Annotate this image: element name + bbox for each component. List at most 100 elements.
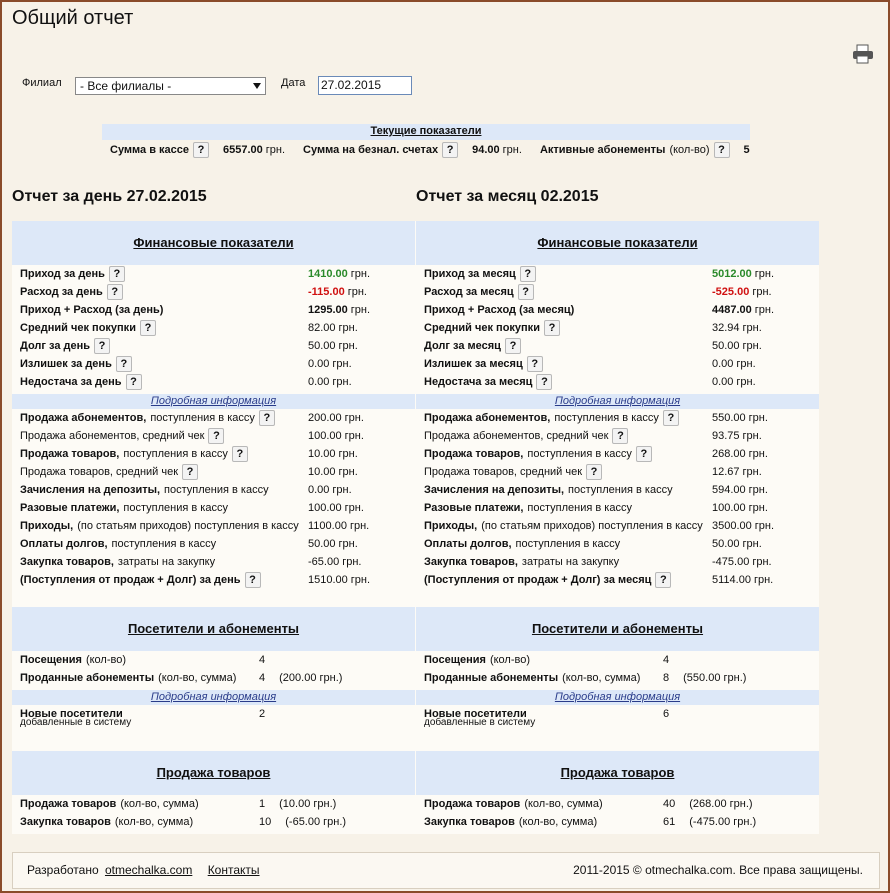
help-button[interactable]: ? [635, 446, 652, 463]
help-button[interactable]: ? [258, 410, 275, 427]
footer-site-link[interactable]: otmechalka.com [104, 863, 193, 877]
report-row: (Поступления от продаж + Долг) за день? 1… [20, 572, 415, 589]
value-number: 550.00 [712, 412, 746, 424]
help-button[interactable]: ? [543, 320, 560, 337]
row-value: 1410.00 грн. [308, 266, 370, 282]
help-button[interactable]: ? [231, 446, 248, 463]
footer-copyright: 2011-2015 © otmechalka.com. Все права за… [573, 863, 863, 877]
help-button[interactable]: ? [662, 410, 679, 427]
row-label: Закупка товаров, [20, 556, 114, 568]
value-number: 61 [663, 816, 676, 828]
value-extra: (10.00 грн.) [279, 798, 337, 810]
report-row: Посещения (кол-во) 4 [20, 652, 415, 668]
current-row: Сумма в кассе? 6557.00 грн. Сумма на безнал… [110, 142, 768, 159]
row-value: 268.00 грн. [712, 446, 768, 462]
footer-contacts[interactable]: Контакты [207, 863, 260, 877]
section-band [416, 221, 819, 265]
row-value: 550.00 грн. [712, 410, 768, 426]
detail-link[interactable]: Подробная информация [150, 691, 277, 703]
value-number: 2 [259, 708, 266, 720]
report-row: Долг за день? 50.00 грн. [20, 338, 415, 355]
value-number: 5012.00 [712, 268, 752, 280]
row-value: 4 (200.00 грн.) [259, 670, 342, 686]
value-unit: грн. [752, 286, 772, 298]
row-label: Закупка товаров [20, 816, 111, 828]
value-unit: грн. [748, 484, 768, 496]
help-button[interactable]: ? [244, 572, 261, 589]
help-button[interactable]: ? [536, 374, 553, 391]
row-value: 594.00 грн. [712, 482, 768, 498]
row-note: поступления в кассу [568, 484, 673, 496]
value-number: 268.00 [712, 448, 746, 460]
row-label: Зачисления на депозиты, [20, 484, 161, 496]
help-button[interactable]: ? [108, 266, 125, 283]
branch-select[interactable]: - Все филиалы - [75, 77, 266, 95]
row-label: Закупка товаров [424, 816, 515, 828]
value-unit: грн. [742, 538, 762, 550]
date-input[interactable]: 27.02.2015 [318, 76, 412, 95]
row-label: Зачисления на депозиты, [424, 484, 565, 496]
help-button[interactable]: ? [655, 572, 672, 589]
row-value: 10 (-65.00 грн.) [259, 814, 346, 830]
report-row: Продажа абонементов, поступления в кассу?… [424, 410, 819, 427]
help-button[interactable]: ? [94, 338, 111, 355]
help-button[interactable]: ? [115, 356, 132, 373]
help-button[interactable]: ? [586, 464, 603, 481]
help-button[interactable]: ? [517, 284, 534, 301]
row-note: (по статьям приходов) поступления в касс… [77, 520, 299, 532]
row-note: Продажа товаров, средний чек [424, 466, 583, 478]
detail-band [12, 690, 415, 705]
value-number: 8 [663, 672, 670, 684]
section-band [12, 607, 415, 651]
value-number: 1410.00 [308, 268, 348, 280]
value-number: 0.00 [712, 376, 734, 388]
row-label: Средний чек покупки [20, 322, 136, 334]
help-button[interactable]: ? [139, 320, 156, 337]
value-number: -475.00 [712, 556, 750, 568]
value-number: 100.00 [712, 502, 746, 514]
detail-link[interactable]: Подробная информация [150, 395, 277, 407]
report-row: Закупка товаров, затраты на закупку -65.00… [20, 554, 415, 570]
row-value: 0.00 грн. [308, 356, 352, 372]
value-unit: грн. [332, 376, 352, 388]
help-button[interactable]: ? [106, 284, 123, 301]
detail-link[interactable]: Подробная информация [554, 395, 681, 407]
report-row: Закупка товаров, затраты на закупку -475.0… [424, 554, 819, 570]
row-value: 4 [663, 652, 669, 668]
row-label: Посещения [424, 654, 486, 666]
help-button[interactable]: ? [504, 338, 521, 355]
report-row: Новые посетители добавленные в систему 6 [424, 706, 819, 728]
row-note: (кол-во) [669, 144, 710, 156]
row-label: Приход за месяц [424, 268, 516, 280]
row-value: 40 (268.00 грн.) [663, 796, 753, 812]
value-unit: грн. [350, 268, 371, 280]
help-button[interactable]: ? [519, 266, 536, 283]
help-button[interactable]: ? [442, 142, 459, 159]
print-icon[interactable] [852, 44, 874, 64]
help-button[interactable]: ? [182, 464, 199, 481]
detail-link[interactable]: Подробная информация [554, 691, 681, 703]
row-label: (Поступления от продаж + Долг) за день [20, 574, 241, 586]
report-row: Продажа товаров, средний чек? 10.00 грн. [20, 464, 415, 481]
help-button[interactable]: ? [612, 428, 629, 445]
report-row: Приход + Расход (за день) 1295.00 грн. [20, 302, 415, 318]
value-number: -525.00 [712, 286, 750, 298]
row-note: (кол-во, сумма) [562, 672, 641, 684]
help-button[interactable]: ? [193, 142, 210, 159]
report-row: Приход за день? 1410.00 грн. [20, 266, 415, 283]
row-note: поступления в кассу [123, 502, 228, 514]
value-unit: грн. [347, 286, 367, 298]
report-row: (Поступления от продаж + Долг) за месяц?… [424, 572, 819, 589]
help-button[interactable]: ? [208, 428, 225, 445]
row-note: Продажа товаров, средний чек [20, 466, 179, 478]
row-label: Продажа товаров, [424, 448, 524, 460]
value-number: 100.00 [308, 430, 342, 442]
value-number: 1100.00 [308, 520, 347, 532]
row-label: Приход + Расход (за день) [20, 304, 164, 316]
help-button[interactable]: ? [125, 374, 142, 391]
report-row: Продажа товаров, поступления в кассу? 268.… [424, 446, 819, 463]
value-extra: (268.00 грн.) [689, 798, 753, 810]
row-value: -65.00 грн. [308, 554, 361, 570]
help-button[interactable]: ? [713, 142, 730, 159]
help-button[interactable]: ? [526, 356, 543, 373]
